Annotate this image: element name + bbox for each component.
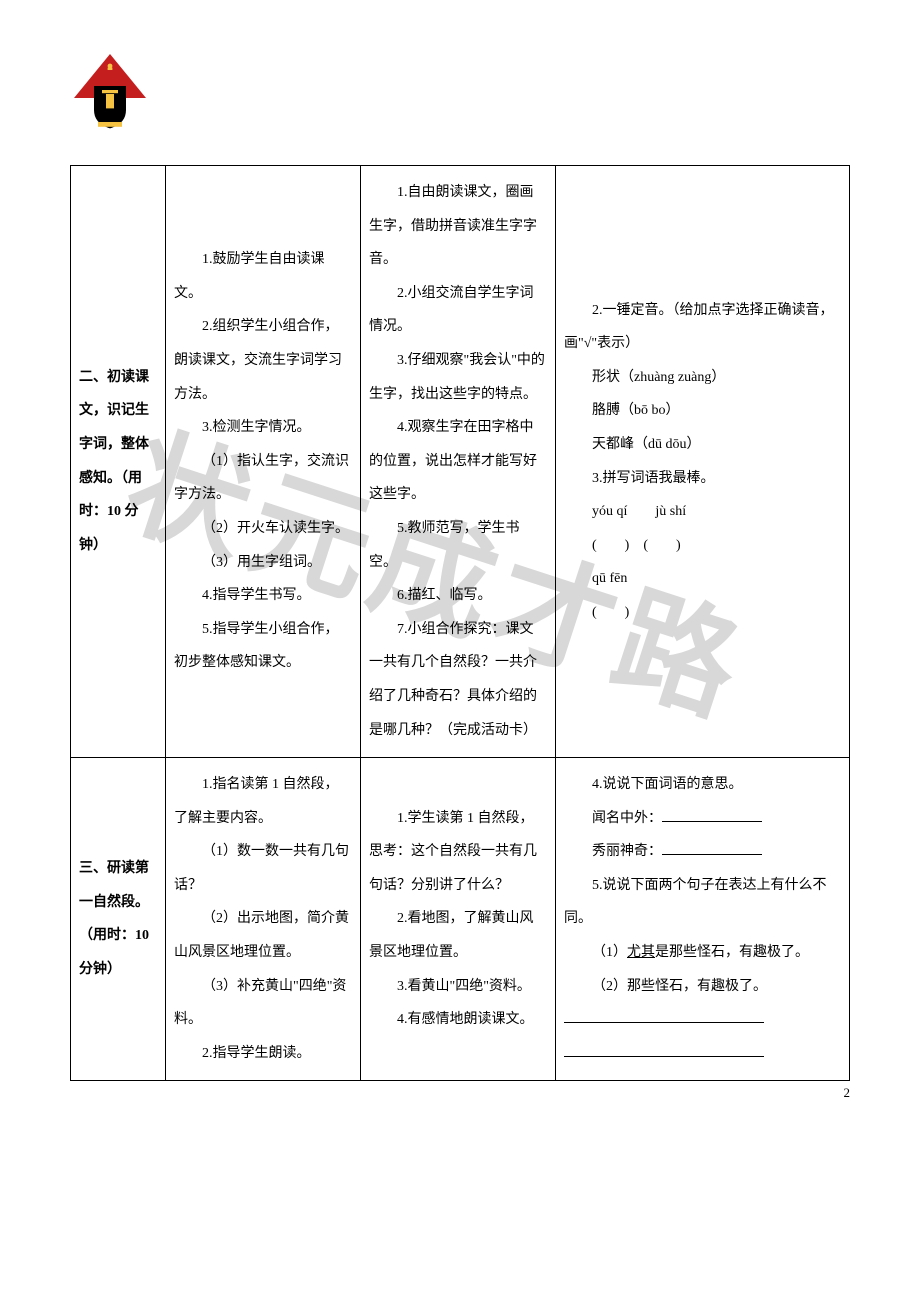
- sentence-item: （1）尤其是那些怪石，有趣极了。: [564, 936, 841, 970]
- paragraph-text: （1）指认生字，交流识字方法。: [174, 445, 352, 512]
- paragraph-text: 3.仔细观察"我会认"中的生字，找出这些字的特点。: [369, 344, 547, 411]
- paragraph-text: （2）开火车认读生字。: [174, 512, 352, 546]
- paragraph-text: 2.组织学生小组合作，朗读课文，交流生字词学习方法。: [174, 310, 352, 411]
- answer-blank[interactable]: [662, 808, 762, 822]
- paragraph-text: 4.有感情地朗读课文。: [369, 1003, 547, 1037]
- paren-row: ( ) ( ): [564, 529, 841, 563]
- paragraph-text: 4.观察生字在田字格中的位置，说出怎样才能写好这些字。: [369, 411, 547, 512]
- lesson-table: 二、初读课文，识记生字词，整体感知。（用时：10 分钟）1.鼓励学生自由读课文。…: [70, 165, 850, 1081]
- section-heading: 三、研读第一自然段。（用时：10 分钟）: [71, 758, 166, 1081]
- teacher-activities: 1.鼓励学生自由读课文。2.组织学生小组合作，朗读课文，交流生字词学习方法。3.…: [166, 166, 361, 758]
- paragraph-text: 3.检测生字情况。: [174, 411, 352, 445]
- crest-logo: [70, 50, 150, 130]
- student-activities: 1.学生读第 1 自然段，思考：这个自然段一共有几句话？分别讲了什么？2.看地图…: [361, 758, 556, 1081]
- pinyin-choice: 形状（zhuàng zuàng）: [564, 361, 841, 395]
- answer-blank[interactable]: [564, 1043, 764, 1057]
- pinyin-choice: 胳膊（bō bo）: [564, 394, 841, 428]
- exercises: 4.说说下面词语的意思。闻名中外：秀丽神奇：5.说说下面两个句子在表达上有什么不…: [556, 758, 850, 1081]
- question-text: 4.说说下面词语的意思。: [564, 768, 841, 802]
- paragraph-text: 2.小组交流自学生字词情况。: [369, 277, 547, 344]
- paragraph-text: （1）数一数一共有几句话？: [174, 835, 352, 902]
- exercise-title: 3.拼写词语我最棒。: [564, 462, 841, 496]
- paragraph-text: 2.指导学生朗读。: [174, 1037, 352, 1071]
- underlined-word: 尤其: [627, 945, 655, 960]
- student-activities: 1.自由朗读课文，圈画生字，借助拼音读准生字字音。2.小组交流自学生字词情况。3…: [361, 166, 556, 758]
- question-text: 5.说说下面两个句子在表达上有什么不同。: [564, 869, 841, 936]
- exercises: 2.一锤定音。（给加点字选择正确读音，画"√"表示）形状（zhuàng zuàn…: [556, 166, 850, 758]
- pinyin-row: yóu qí jù shí: [564, 495, 841, 529]
- paragraph-text: 1.指名读第 1 自然段，了解主要内容。: [174, 768, 352, 835]
- paragraph-text: 5.指导学生小组合作，初步整体感知课文。: [174, 613, 352, 680]
- paragraph-text: 1.鼓励学生自由读课文。: [174, 243, 352, 310]
- pinyin-row: qū fēn: [564, 562, 841, 596]
- main-content: 二、初读课文，识记生字词，整体感知。（用时：10 分钟）1.鼓励学生自由读课文。…: [70, 165, 850, 1081]
- paragraph-text: （3）用生字组词。: [174, 546, 352, 580]
- paragraph-text: 4.指导学生书写。: [174, 579, 352, 613]
- vocab-item: 闻名中外：: [564, 802, 841, 836]
- paragraph-text: （3）补充黄山"四绝"资料。: [174, 970, 352, 1037]
- exercise-intro: 2.一锤定音。（给加点字选择正确读音，画"√"表示）: [564, 294, 841, 361]
- sentence-item: （2）那些怪石，有趣极了。: [564, 970, 841, 1004]
- paragraph-text: 3.看黄山"四绝"资料。: [369, 970, 547, 1004]
- paragraph-text: 1.自由朗读课文，圈画生字，借助拼音读准生字字音。: [369, 176, 547, 277]
- paragraph-text: 1.学生读第 1 自然段，思考：这个自然段一共有几句话？分别讲了什么？: [369, 802, 547, 903]
- answer-blank[interactable]: [662, 841, 762, 855]
- page-number: 2: [844, 1085, 851, 1101]
- paragraph-text: （2）出示地图，简介黄山风景区地理位置。: [174, 902, 352, 969]
- answer-blank[interactable]: [564, 1009, 764, 1023]
- section-heading: 二、初读课文，识记生字词，整体感知。（用时：10 分钟）: [71, 166, 166, 758]
- paren-row: ( ): [564, 596, 841, 630]
- paragraph-text: 6.描红、临写。: [369, 579, 547, 613]
- paragraph-text: 7.小组合作探究：课文一共有几个自然段？一共介绍了几种奇石？具体介绍的是哪几种？…: [369, 613, 547, 747]
- vocab-item: 秀丽神奇：: [564, 835, 841, 869]
- paragraph-text: 2.看地图，了解黄山风景区地理位置。: [369, 902, 547, 969]
- teacher-activities: 1.指名读第 1 自然段，了解主要内容。（1）数一数一共有几句话？（2）出示地图…: [166, 758, 361, 1081]
- paragraph-text: 5.教师范写，学生书空。: [369, 512, 547, 579]
- pinyin-choice: 天都峰（dū dōu）: [564, 428, 841, 462]
